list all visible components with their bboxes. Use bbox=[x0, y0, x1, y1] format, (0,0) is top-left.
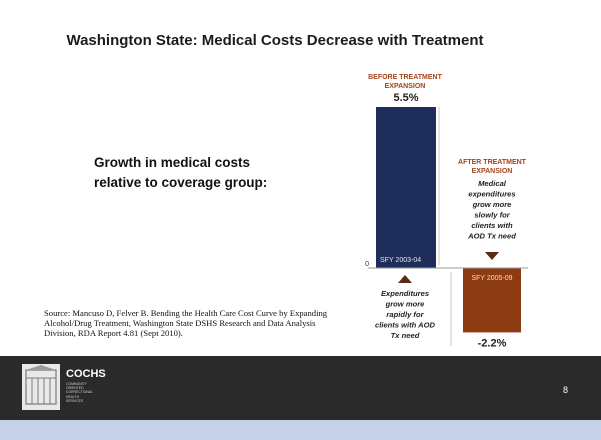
after-note-line: grow more bbox=[472, 200, 513, 209]
after-header-line: EXPANSION bbox=[472, 168, 513, 175]
cochs-logo-icon bbox=[22, 364, 60, 410]
page-number: 8 bbox=[563, 385, 569, 395]
before-header-line: EXPANSION bbox=[385, 83, 426, 90]
category-label: SFY 2003-04 bbox=[380, 257, 421, 264]
logo-subtitle-line: COMMUNITY bbox=[66, 382, 87, 386]
after-header-line: AFTER TREATMENT bbox=[458, 159, 527, 166]
before-note-line: rapidly for bbox=[386, 310, 424, 319]
zero-label: 0 bbox=[365, 261, 369, 268]
after-note-line: AOD Tx need bbox=[467, 232, 516, 241]
slide-footer: COCHS COMMUNITY ORIENTED CORRECTIONAL HE… bbox=[0, 356, 601, 420]
before-note-line: grow more bbox=[385, 300, 426, 309]
source-citation: Source: Mancuso D, Felver B. Bending the… bbox=[44, 308, 328, 339]
bar-chart: 0 SFY 2003-04 SFY 2005-09 5.5% -2.2% BEFORE T… bbox=[365, 74, 528, 349]
logo-subtitle-line: HEALTH bbox=[66, 394, 80, 399]
category-label: SFY 2005-09 bbox=[471, 275, 512, 282]
lead-text: Growth in medical costs relative to cove… bbox=[94, 155, 268, 190]
before-note-line: Expenditures bbox=[381, 289, 429, 298]
after-note-line: expenditures bbox=[468, 190, 515, 199]
data-label: -2.2% bbox=[478, 337, 507, 349]
slide-title: Washington State: Medical Costs Decrease… bbox=[66, 32, 484, 49]
slide-body: Washington State: Medical Costs Decrease… bbox=[44, 32, 528, 350]
bar bbox=[463, 268, 521, 333]
after-note-line: clients with bbox=[471, 221, 513, 230]
before-note-line: Tx need bbox=[391, 331, 420, 340]
before-note-line: clients with AOD bbox=[375, 321, 436, 330]
logo-subtitle-line: CORRECTIONAL bbox=[66, 390, 93, 395]
up-arrow-icon bbox=[398, 275, 412, 283]
logo-name: COCHS bbox=[66, 368, 106, 380]
down-arrow-icon bbox=[485, 252, 499, 260]
after-note-line: slowly for bbox=[474, 211, 510, 220]
after-note-line: Medical bbox=[478, 179, 507, 188]
logo-subtitle-line: ORIENTED bbox=[66, 386, 84, 391]
data-label: 5.5% bbox=[393, 92, 418, 104]
before-header-line: BEFORE TREATMENT bbox=[368, 74, 442, 81]
bar bbox=[376, 107, 436, 268]
bottom-strip bbox=[0, 420, 601, 440]
logo-subtitle: COMMUNITY ORIENTED CORRECTIONAL HEALTH S… bbox=[66, 382, 93, 403]
logo-subtitle-line: SERVICES bbox=[66, 398, 84, 403]
logo-graphic bbox=[25, 365, 57, 405]
